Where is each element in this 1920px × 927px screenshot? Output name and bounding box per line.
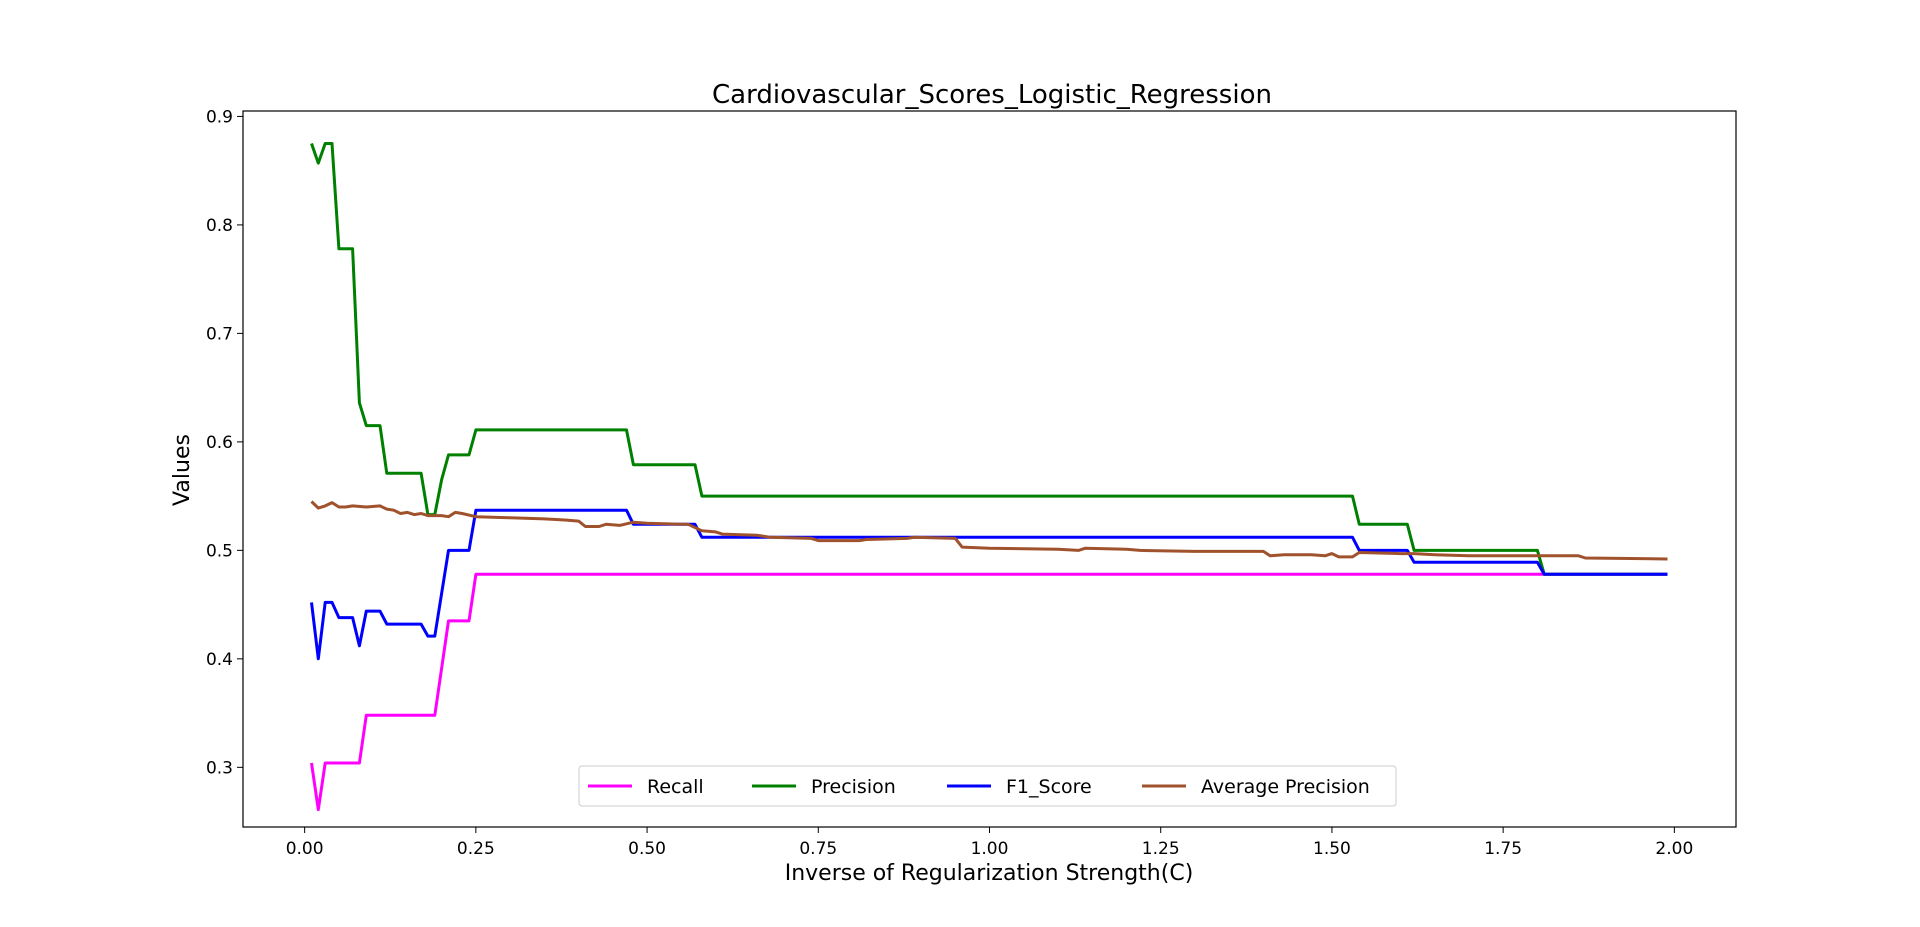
legend-label: Recall xyxy=(647,776,704,798)
y-tick-label: 0.4 xyxy=(206,650,233,670)
series-layer xyxy=(310,142,1668,812)
y-tick-label: 0.5 xyxy=(206,541,233,561)
legend-label: Average Precision xyxy=(1201,776,1370,798)
y-axis-label: Values xyxy=(170,434,195,506)
x-tick-label: 0.25 xyxy=(457,839,495,859)
plot-frame xyxy=(242,110,1737,828)
legend-label: F1_Score xyxy=(1006,776,1092,798)
y-tick-label: 0.3 xyxy=(206,758,233,778)
series-line-average-precision xyxy=(310,500,1668,561)
y-tick-label: 0.8 xyxy=(206,216,233,236)
legend-label: Precision xyxy=(811,776,896,798)
y-axis: 0.3 0.4 0.5 0.6 0.7 0.8 0.9 xyxy=(206,107,243,778)
x-tick-label: 0.50 xyxy=(628,839,666,859)
y-tick-label: 0.7 xyxy=(206,324,233,344)
chart-title: Cardiovascular_Scores_Logistic_Regressio… xyxy=(712,80,1272,110)
x-axis-label: Inverse of Regularization Strength(C) xyxy=(785,861,1194,886)
x-tick-label: 1.75 xyxy=(1484,839,1522,859)
y-tick-label: 0.9 xyxy=(206,107,233,127)
x-tick-label: 0.00 xyxy=(286,839,324,859)
series-line-f1-score xyxy=(310,508,1668,661)
x-tick-label: 1.00 xyxy=(971,839,1009,859)
legend: Recall Precision F1_Score Average Precision xyxy=(578,765,1397,807)
x-tick-label: 0.75 xyxy=(799,839,837,859)
x-tick-label: 2.00 xyxy=(1655,839,1693,859)
x-axis: 0.00 0.25 0.50 0.75 1.00 1.25 1.50 1.75 2.00 xyxy=(286,827,1693,859)
series-line-recall xyxy=(310,572,1668,812)
y-tick-label: 0.6 xyxy=(206,433,233,453)
series-line-precision xyxy=(310,142,1668,576)
x-tick-label: 1.25 xyxy=(1142,839,1180,859)
x-tick-label: 1.50 xyxy=(1313,839,1351,859)
